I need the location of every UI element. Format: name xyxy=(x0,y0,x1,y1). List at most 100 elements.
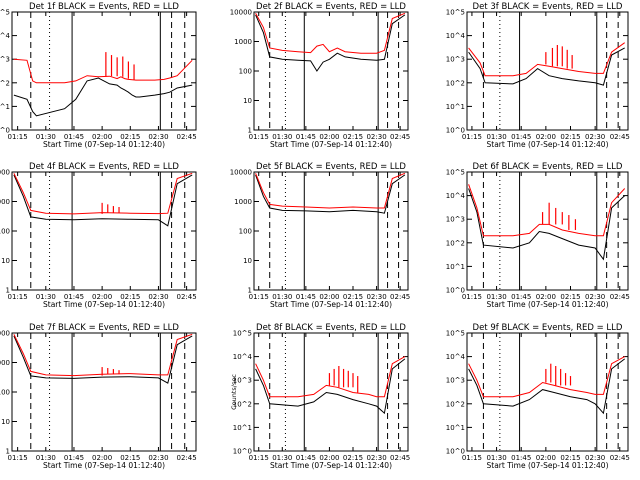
y-tick-label: 10^2 xyxy=(233,400,252,408)
y-tick-label: 10^0 xyxy=(0,127,10,135)
y-tick-label: 10^3 xyxy=(446,377,465,385)
panel-title: Det 5f BLACK = Events, RED = LLD xyxy=(256,162,406,172)
x-tick-label: 02:45 xyxy=(177,133,197,141)
events-series-line xyxy=(468,188,626,261)
x-tick-label: 02:00 xyxy=(92,293,112,301)
plot-frame xyxy=(253,171,409,291)
x-tick-label: 01:15 xyxy=(8,293,28,301)
y-tick-label: 10000 xyxy=(230,169,252,177)
y-tick-label: 10 xyxy=(1,257,10,265)
y-tick-label: 1 xyxy=(248,127,252,135)
x-tick-label: 02:15 xyxy=(560,454,580,462)
events-series-line xyxy=(13,174,193,227)
x-tick-label: 01:15 xyxy=(462,454,482,462)
panel-title: Det 4f BLACK = Events, RED = LLD xyxy=(29,162,179,172)
y-tick-label: 10^5 xyxy=(446,9,465,17)
x-tick-label: 02:45 xyxy=(390,133,410,141)
x-axis-label: Start Time (07-Sep-14 01:12:40) xyxy=(43,300,165,309)
y-tick-label: 10^5 xyxy=(0,9,10,17)
x-tick-label: 01:45 xyxy=(296,454,316,462)
y-tick-label: 1000 xyxy=(0,198,10,206)
events-series-line xyxy=(468,358,626,415)
y-tick-label: 1000 xyxy=(234,38,252,46)
x-tick-label: 02:45 xyxy=(390,293,410,301)
x-tick-label: 02:15 xyxy=(120,133,140,141)
y-tick-label: 10^0 xyxy=(446,287,465,295)
x-tick-label: 02:00 xyxy=(536,293,556,301)
x-tick-label: 01:15 xyxy=(8,133,28,141)
events-series-line xyxy=(13,77,193,117)
detector-panel-4: Det 4f BLACK = Events, RED = LLD 01:15 01:… xyxy=(0,162,197,309)
x-axis-label: Start Time (07-Sep-14 01:12:40) xyxy=(43,461,165,470)
y-tick-label: 100 xyxy=(239,68,252,76)
x-tick-label: 02:30 xyxy=(366,454,386,462)
y-tick-label: 10^2 xyxy=(446,239,465,247)
x-tick-label: 02:45 xyxy=(177,454,197,462)
x-tick-label: 02:00 xyxy=(536,133,556,141)
lld-series-line xyxy=(468,184,626,237)
x-axis-label: Start Time (07-Sep-14 01:12:40) xyxy=(487,300,609,309)
x-axis-label: Start Time (07-Sep-14 01:12:40) xyxy=(43,140,165,149)
x-tick-label: 02:30 xyxy=(148,133,168,141)
panel-title: Det 2f BLACK = Events, RED = LLD xyxy=(256,2,406,12)
y-tick-label: 100 xyxy=(239,228,252,236)
x-tick-label: 02:00 xyxy=(319,293,339,301)
y-tick-label: 10^4 xyxy=(446,353,466,361)
x-tick-label: 02:30 xyxy=(148,454,168,462)
x-tick-label: 02:00 xyxy=(319,133,339,141)
plot-frame xyxy=(466,332,629,452)
lld-series-line xyxy=(13,333,193,377)
y-tick-label: 10^4 xyxy=(446,192,466,200)
x-axis-label: Start Time (07-Sep-14 01:12:40) xyxy=(270,300,392,309)
x-tick-label: 01:45 xyxy=(64,454,84,462)
x-tick-label: 01:15 xyxy=(462,133,482,141)
x-tick-label: 01:15 xyxy=(249,133,269,141)
x-tick-label: 02:00 xyxy=(92,133,112,141)
y-tick-label: 10^1 xyxy=(446,263,465,271)
lld-series-line xyxy=(13,172,193,215)
lld-series-line xyxy=(255,356,406,398)
panel-title: Det 6f BLACK = Events, RED = LLD xyxy=(473,162,623,172)
x-tick-label: 02:45 xyxy=(177,293,197,301)
plot-frame xyxy=(466,11,629,131)
detector-panel-7: Det 7f BLACK = Events, RED = LLD 01:15 01:… xyxy=(0,323,197,470)
y-tick-label: 10^0 xyxy=(446,448,465,456)
x-tick-label: 02:45 xyxy=(610,293,630,301)
events-series-line xyxy=(13,335,193,384)
x-tick-label: 01:45 xyxy=(511,133,531,141)
y-tick-label: 10^0 xyxy=(446,127,465,135)
y-tick-label: 100 xyxy=(0,228,10,236)
events-series-line xyxy=(255,358,406,415)
y-tick-label: 1000 xyxy=(0,359,10,367)
events-series-line xyxy=(468,47,625,86)
y-tick-label: 10^5 xyxy=(233,330,252,338)
y-tick-label: 10^3 xyxy=(0,56,10,64)
y-tick-label: 10^3 xyxy=(446,216,465,224)
x-tick-label: 01:45 xyxy=(511,293,531,301)
x-tick-label: 01:45 xyxy=(64,293,84,301)
y-tick-label: 10^1 xyxy=(446,103,465,111)
y-tick-label: 10^1 xyxy=(0,103,10,111)
x-tick-label: 02:30 xyxy=(366,293,386,301)
x-tick-label: 02:00 xyxy=(536,454,556,462)
y-tick-label: 10^2 xyxy=(446,400,465,408)
y-tick-label: 10^4 xyxy=(0,32,11,40)
y-tick-label: 10^0 xyxy=(233,448,252,456)
y-tick-label: 1000 xyxy=(234,198,252,206)
lld-series-line xyxy=(13,58,193,84)
x-tick-label: 01:15 xyxy=(249,293,269,301)
y-tick-label: 10^4 xyxy=(446,32,466,40)
x-tick-label: 02:30 xyxy=(148,293,168,301)
y-tick-label: 100 xyxy=(0,389,10,397)
x-tick-label: 01:30 xyxy=(36,293,56,301)
x-tick-label: 02:15 xyxy=(343,454,363,462)
x-axis-label: Start Time (07-Sep-14 01:12:40) xyxy=(270,461,392,470)
panel-title: Det 7f BLACK = Events, RED = LLD xyxy=(29,323,179,333)
x-tick-label: 01:30 xyxy=(486,293,506,301)
x-tick-label: 02:30 xyxy=(585,454,605,462)
y-tick-label: 10^1 xyxy=(446,424,465,432)
y-tick-label: 10^2 xyxy=(0,79,10,87)
